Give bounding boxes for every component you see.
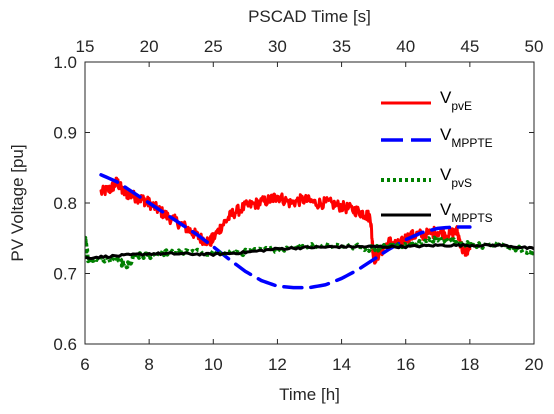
x-tick-label: 18 <box>460 355 479 374</box>
x-tick-label: 12 <box>268 355 287 374</box>
x2-tick-label: 35 <box>332 37 351 56</box>
y-tick-label: 1.0 <box>53 53 77 72</box>
x2-tick-label: 40 <box>396 37 415 56</box>
x2-tick-label: 15 <box>76 37 95 56</box>
series-line-pvs <box>85 234 534 270</box>
x-axis-title: Time [h] <box>279 385 340 404</box>
legend-label-mppts: VMPPTS <box>440 200 493 225</box>
legend: VpvE VMPPTE VpvS VMPPTS <box>381 88 493 225</box>
legend-label-pvs: VpvS <box>440 165 472 190</box>
y-tick-label: 0.6 <box>53 335 77 354</box>
x2-tick-label: 25 <box>204 37 223 56</box>
x-tick-label: 8 <box>144 355 153 374</box>
series-line-mppte <box>99 173 472 290</box>
plot-background <box>85 62 534 344</box>
x2-axis-title: PSCAD Time [s] <box>248 7 371 26</box>
y-tick-label: 0.7 <box>53 265 77 284</box>
x-tick-label: 10 <box>204 355 223 374</box>
x2-tick-label: 45 <box>460 37 479 56</box>
y-axis-title: PV Voltage [pu] <box>8 144 27 261</box>
x2-tick-label: 30 <box>268 37 287 56</box>
x2-tick-label: 50 <box>525 37 544 56</box>
legend-label-mppte: VMPPTE <box>440 125 493 150</box>
series-line-mppts <box>85 242 534 260</box>
x2-tick-label: 20 <box>140 37 159 56</box>
x-tick-label: 14 <box>332 355 351 374</box>
legend-label-pve: VpvE <box>440 88 472 113</box>
y-tick-label: 0.9 <box>53 124 77 143</box>
x-tick-label: 20 <box>525 355 544 374</box>
y-tick-label: 0.8 <box>53 194 77 213</box>
x-tick-label: 16 <box>396 355 415 374</box>
x-tick-label: 6 <box>80 355 89 374</box>
